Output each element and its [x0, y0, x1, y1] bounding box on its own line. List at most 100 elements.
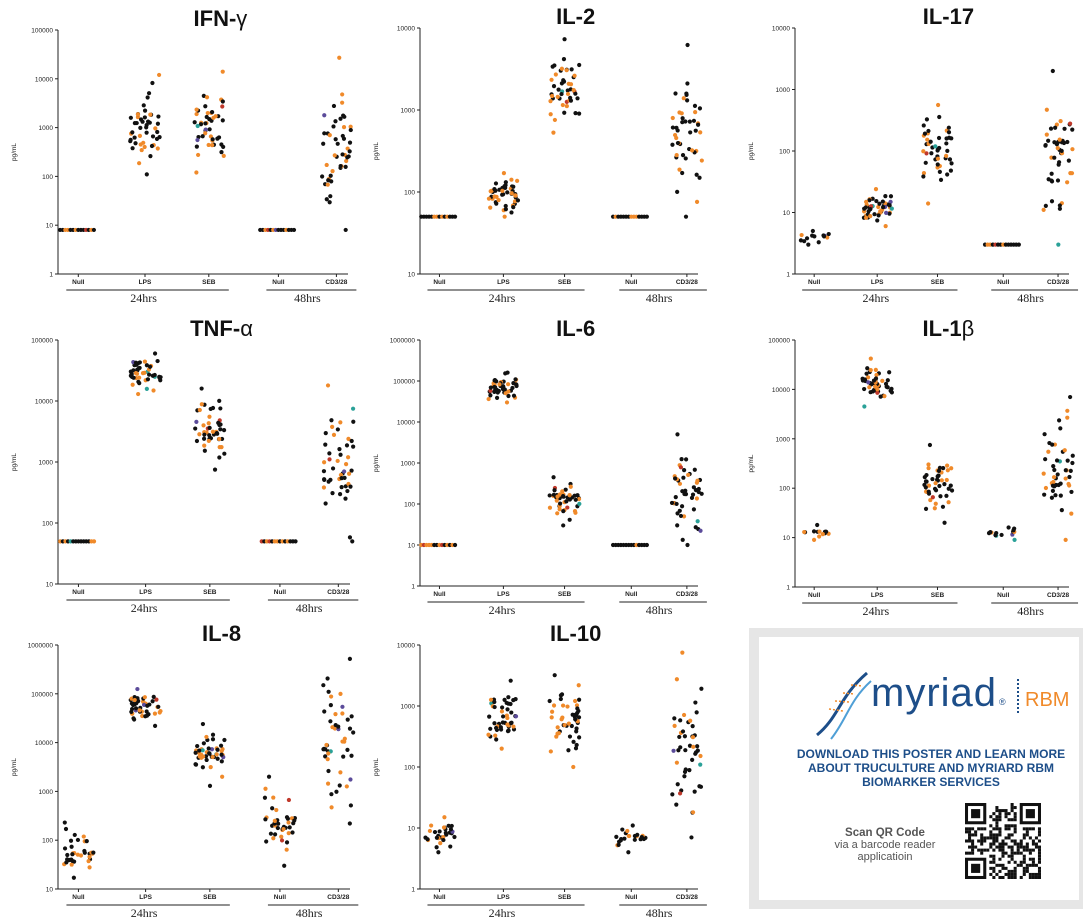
qr-finder-center	[1025, 809, 1035, 819]
qr-module	[1013, 839, 1017, 843]
data-point	[63, 826, 69, 832]
qr-module	[998, 848, 1002, 852]
data-point	[207, 751, 212, 756]
data-point	[207, 127, 212, 132]
data-point	[136, 366, 142, 371]
data-point	[218, 406, 223, 411]
data-point	[815, 522, 820, 528]
data-point	[1049, 199, 1055, 204]
data-point	[683, 457, 689, 462]
data-point	[215, 756, 220, 761]
data-point	[156, 704, 161, 709]
qr-module	[1001, 842, 1005, 846]
data-point	[494, 201, 499, 206]
data-point	[564, 499, 569, 504]
data-point	[217, 422, 222, 428]
data-point	[130, 130, 135, 135]
y-tick-label: 1	[786, 272, 790, 279]
data-point	[284, 840, 290, 845]
chart-title: IL-2	[556, 4, 595, 29]
data-point	[1011, 528, 1016, 533]
data-point	[549, 77, 554, 82]
data-point	[328, 703, 333, 708]
qr-module	[998, 857, 1002, 861]
data-point	[677, 791, 683, 796]
data-point	[864, 371, 869, 376]
data-point	[201, 741, 206, 746]
data-point	[1049, 171, 1054, 176]
qr-code[interactable]	[965, 803, 1041, 879]
data-point	[340, 704, 345, 709]
data-point	[338, 691, 343, 696]
data-point	[675, 140, 681, 146]
data-point	[506, 695, 511, 700]
data-point	[868, 214, 873, 219]
data-point	[194, 111, 199, 117]
qr-module	[1025, 842, 1029, 846]
data-point	[868, 390, 873, 395]
x-tick-label: Null	[272, 279, 284, 286]
data-point	[555, 494, 560, 499]
data-point	[128, 115, 133, 120]
data-point	[284, 847, 289, 852]
data-point	[680, 537, 685, 542]
qr-module	[1037, 851, 1041, 855]
data-point	[198, 752, 204, 757]
panel-il-2: IL-2 10 100 1000 10000 pg/mL Null LPS SEB Null CD3…	[373, 4, 707, 305]
data-point	[333, 712, 338, 717]
data-point	[335, 427, 340, 432]
data-point	[566, 81, 571, 86]
data-point	[554, 498, 559, 503]
data-point	[811, 537, 817, 542]
qr-module	[1010, 848, 1014, 852]
qr-module	[1031, 839, 1035, 843]
data-point	[434, 845, 439, 850]
data-point	[150, 699, 155, 704]
data-point	[926, 462, 931, 467]
data-point	[200, 134, 205, 139]
data-point	[926, 201, 931, 206]
qr-module	[1013, 830, 1017, 834]
data-point	[946, 500, 951, 505]
qr-module	[980, 836, 984, 840]
qr-module	[1010, 809, 1014, 813]
x-tick-label: Null	[808, 279, 820, 286]
y-tick-label: 1000000	[28, 643, 54, 650]
data-point	[1062, 126, 1067, 131]
qr-module	[1037, 827, 1041, 831]
data-point	[817, 529, 822, 534]
qr-module	[1037, 875, 1041, 879]
data-point	[330, 169, 335, 174]
data-point	[632, 837, 637, 842]
data-point	[1054, 458, 1060, 463]
data-point	[157, 710, 162, 715]
data-point	[949, 136, 954, 141]
data-point	[492, 721, 497, 726]
x-tick-label: Null	[625, 894, 637, 901]
data-point	[1016, 242, 1021, 247]
x-tick-label: SEB	[931, 592, 945, 599]
scan-title: Scan QR Code	[845, 827, 925, 839]
data-point	[826, 231, 831, 237]
data-point	[693, 525, 698, 530]
qr-module	[989, 836, 993, 840]
data-point	[154, 136, 160, 142]
data-point	[349, 468, 354, 473]
data-point	[350, 406, 356, 411]
data-point	[1065, 139, 1070, 145]
x-tick-label: Null	[72, 589, 84, 596]
qr-module	[1001, 851, 1005, 855]
qr-module	[1007, 833, 1011, 837]
panel-il-1-: IL-1β 1 10 100 1000 10000 100000 pg/mL Null LPS SE…	[748, 316, 1079, 618]
data-point	[86, 859, 91, 864]
data-point	[1052, 467, 1057, 473]
data-point	[132, 135, 137, 140]
qr-module	[983, 839, 987, 843]
data-point	[219, 759, 224, 764]
group-label: 48hrs	[646, 906, 673, 919]
data-point	[509, 210, 514, 215]
data-point	[499, 746, 504, 751]
data-point	[1012, 537, 1017, 542]
data-point	[674, 802, 679, 807]
data-point	[333, 137, 338, 142]
